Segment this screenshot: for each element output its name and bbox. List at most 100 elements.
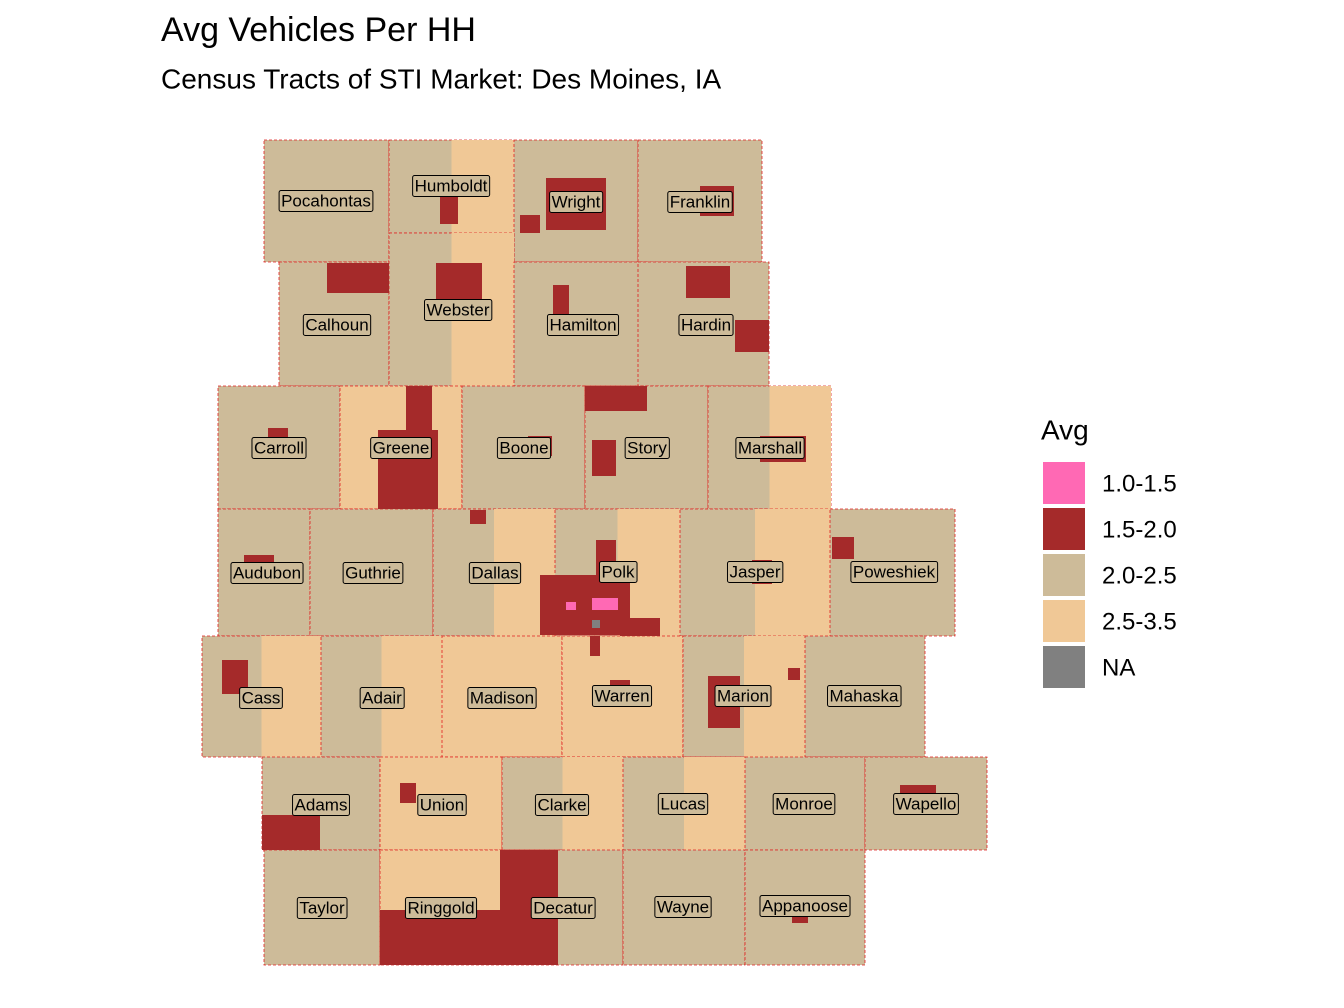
- county-label: Marshall: [738, 438, 802, 457]
- county-label: Cass: [242, 688, 281, 707]
- county-label: Carroll: [254, 438, 304, 457]
- label-box: [667, 190, 733, 213]
- county-label: Ringgold: [407, 898, 474, 917]
- legend-label: 1.0-1.5: [1102, 470, 1177, 497]
- county-label: Calhoun: [305, 315, 368, 334]
- county-label: Hardin: [681, 315, 731, 334]
- tract: [590, 636, 600, 656]
- label-box: [302, 313, 372, 336]
- county-label: Monroe: [775, 794, 833, 813]
- label-box: [278, 189, 374, 212]
- legend-swatch: [1043, 554, 1085, 596]
- legend: 1.0-1.5 1.5-2.0 2.0-2.5 2.5-3.5 NA: [1043, 462, 1177, 688]
- label-box: [546, 313, 620, 336]
- tract: [327, 263, 389, 293]
- tract: [832, 537, 854, 559]
- label-box: [496, 436, 552, 459]
- legend-label: 2.5-3.5: [1102, 608, 1177, 635]
- label-box: [654, 895, 712, 918]
- county-label: Franklin: [670, 192, 730, 211]
- label-box: [292, 793, 350, 816]
- label-box: [598, 560, 638, 583]
- tract: [520, 215, 540, 233]
- label-box: [467, 686, 537, 709]
- county-label: Clarke: [537, 795, 586, 814]
- label-box: [359, 686, 405, 709]
- label-box: [624, 436, 670, 459]
- tract: [566, 602, 576, 610]
- label-box: [714, 684, 772, 707]
- county-label: Dallas: [471, 563, 518, 582]
- label-box: [370, 436, 432, 459]
- legend-label: 2.0-2.5: [1102, 562, 1177, 589]
- label-box: [678, 313, 734, 336]
- label-box: [417, 793, 467, 816]
- county-label: Audubon: [233, 563, 301, 582]
- label-box: [251, 436, 307, 459]
- tract: [620, 618, 660, 636]
- label-box: [239, 686, 283, 709]
- county-label: Wapello: [896, 794, 957, 813]
- legend-title: Avg: [1041, 414, 1089, 445]
- label-box: [296, 896, 348, 919]
- label-box: [772, 792, 836, 815]
- tract: [262, 815, 320, 850]
- tract: [735, 320, 769, 352]
- label-box: [468, 561, 522, 584]
- tract: [592, 440, 616, 476]
- county-label: Marion: [717, 686, 769, 705]
- label-box: [759, 894, 851, 917]
- county-label: Adams: [295, 795, 348, 814]
- label-box: [424, 298, 493, 321]
- county-label: Greene: [373, 438, 430, 457]
- label-box: [657, 792, 709, 815]
- label-box: [893, 792, 959, 815]
- label-box: [549, 190, 604, 213]
- county-label: Madison: [470, 688, 534, 707]
- county-label: Appanoose: [762, 896, 848, 915]
- label-box: [230, 561, 304, 584]
- county-label: Hamilton: [549, 315, 616, 334]
- tract: [788, 668, 800, 680]
- tract: [686, 266, 730, 298]
- map-title: Avg Vehicles Per HH: [161, 11, 476, 49]
- tract: [440, 196, 458, 224]
- label-box: [534, 793, 590, 816]
- legend-swatch: [1043, 600, 1085, 642]
- tract: [400, 783, 416, 803]
- tract: [553, 285, 569, 315]
- legend-swatch: [1043, 508, 1085, 550]
- label-box: [726, 560, 784, 583]
- county-label: Pocahontas: [281, 191, 371, 210]
- label-box: [412, 174, 491, 197]
- county-label: Taylor: [299, 898, 345, 917]
- legend-label: 1.5-2.0: [1102, 516, 1177, 543]
- label-box: [827, 684, 902, 707]
- label-box: [591, 684, 653, 707]
- label-box: [404, 896, 478, 919]
- tract: [585, 386, 647, 411]
- tract: [592, 598, 618, 610]
- county-label: Polk: [601, 562, 635, 581]
- county-labels: Pocahontas Humboldt Wright Franklin Calhoun W…: [230, 174, 959, 919]
- tract: [436, 263, 482, 303]
- county-label: Guthrie: [345, 563, 401, 582]
- county-label: Webster: [427, 300, 490, 319]
- legend-label: NA: [1102, 654, 1135, 681]
- label-box: [850, 560, 939, 583]
- tract: [470, 510, 486, 524]
- county-label: Boone: [499, 438, 548, 457]
- county-label: Story: [627, 438, 667, 457]
- county-label: Wright: [552, 192, 601, 211]
- county-label: Adair: [362, 688, 402, 707]
- map-subtitle: Census Tracts of STI Market: Des Moines,…: [161, 63, 722, 94]
- label-box: [735, 436, 805, 459]
- county-label: Jasper: [729, 562, 780, 581]
- tract: [380, 910, 500, 965]
- label-box: [530, 896, 596, 919]
- label-box: [342, 561, 404, 584]
- county-label: Wayne: [657, 897, 709, 916]
- tract: [592, 620, 600, 628]
- county-label: Warren: [594, 686, 649, 705]
